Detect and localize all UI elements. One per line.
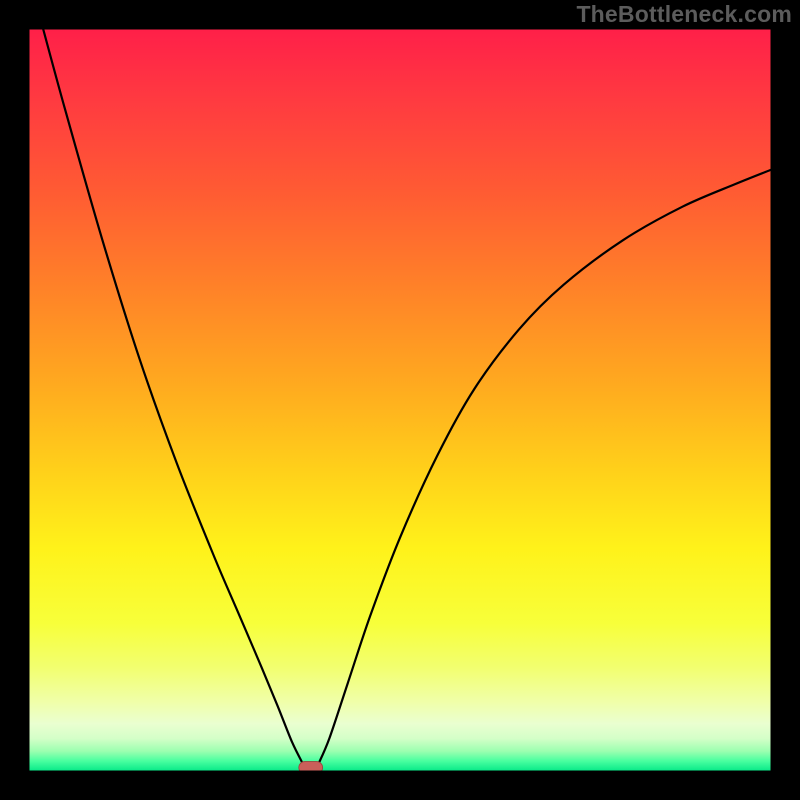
plot-area bbox=[28, 28, 772, 772]
chart-container: TheBottleneck.com bbox=[0, 0, 800, 800]
watermark-text: TheBottleneck.com bbox=[576, 1, 792, 28]
plot-svg bbox=[28, 28, 772, 772]
gradient-background bbox=[28, 28, 772, 772]
optimal-marker bbox=[299, 762, 323, 772]
